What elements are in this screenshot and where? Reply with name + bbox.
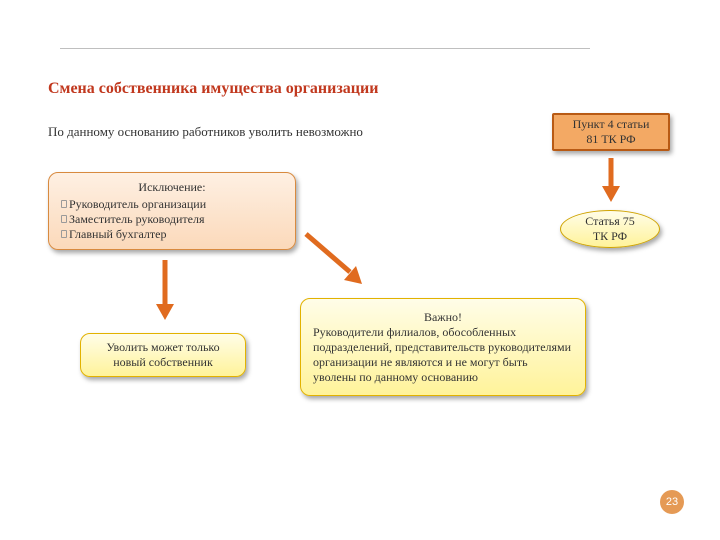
punkt-line2: 81 ТК РФ bbox=[586, 132, 635, 147]
header-rule bbox=[60, 48, 590, 49]
new-owner-box: Уволить может только новый собственник bbox=[80, 333, 246, 377]
important-box: Важно! Руководители филиалов, обособленн… bbox=[300, 298, 586, 396]
page-number-badge: 23 bbox=[660, 490, 684, 514]
exception-item: Заместитель руководителя bbox=[61, 212, 206, 227]
exception-box: Исключение: Руководитель организации Зам… bbox=[48, 172, 296, 250]
article-line2: ТК РФ bbox=[593, 229, 627, 244]
article-ellipse: Статья 75 ТК РФ bbox=[560, 210, 660, 248]
page-title: Смена собственника имущества организации bbox=[48, 80, 378, 98]
arrow-down-right bbox=[596, 156, 626, 208]
exception-item: Руководитель организации bbox=[61, 197, 206, 212]
exception-item: Главный бухгалтер bbox=[61, 227, 206, 242]
punkt-box: Пункт 4 статьи 81 ТК РФ bbox=[552, 113, 670, 151]
arrow-down-left bbox=[150, 258, 180, 328]
punkt-line1: Пункт 4 статьи bbox=[573, 117, 650, 132]
subtitle-text: По данному основанию работников уволить … bbox=[48, 124, 363, 140]
article-line1: Статья 75 bbox=[585, 214, 635, 229]
arrow-diagonal bbox=[300, 228, 380, 298]
important-body: Руководители филиалов, обособленных подр… bbox=[313, 325, 573, 385]
important-heading: Важно! bbox=[313, 310, 573, 325]
exception-list: Руководитель организации Заместитель рук… bbox=[61, 197, 206, 242]
exception-heading: Исключение: bbox=[61, 180, 283, 195]
